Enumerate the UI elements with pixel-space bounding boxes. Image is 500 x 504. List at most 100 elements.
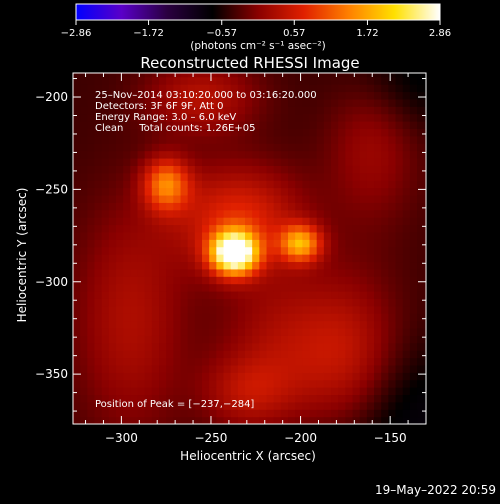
heatmap-cell (266, 73, 275, 78)
heatmap-cell (402, 268, 411, 277)
colorbar: −2.86 −1.72 −0.57 0.57 1.72 2.86 (photons cm⁻… (61, 3, 451, 52)
heatmap-cell (159, 364, 167, 373)
heatmap-cell (101, 342, 110, 351)
heatmap-cell (151, 298, 160, 307)
heatmap-cell (209, 91, 217, 100)
heatmap-cell (223, 113, 232, 122)
heatmap-cell (417, 98, 425, 107)
heatmap-cell (144, 224, 153, 233)
heatmap-cell (288, 290, 296, 299)
heatmap-cell (223, 84, 232, 93)
heatmap-cell (266, 379, 275, 388)
heatmap-cell (417, 187, 425, 196)
heatmap-cell (116, 217, 124, 226)
heatmap-cell (94, 231, 103, 240)
heatmap-cell (345, 320, 354, 329)
heatmap-cell (417, 150, 425, 159)
heatmap-cell (159, 261, 167, 270)
heatmap-cell (366, 202, 375, 211)
heatmap-cell (266, 394, 275, 403)
heatmap-cell (137, 128, 146, 137)
heatmap-cell (116, 372, 124, 381)
heatmap-cell (388, 283, 397, 292)
heatmap-cell (144, 327, 153, 336)
heatmap-cell (338, 261, 346, 270)
heatmap-cell (130, 113, 139, 122)
heatmap-cell (116, 357, 124, 366)
heatmap-cell (309, 350, 318, 359)
heatmap-cell (323, 217, 332, 226)
heatmap-cell (359, 194, 368, 203)
heatmap-cell (137, 135, 146, 144)
heatmap-cell (352, 98, 361, 107)
heatmap-cell (352, 209, 361, 218)
heatmap-cell (123, 128, 131, 137)
heatmap-cell (194, 157, 203, 166)
heatmap-cell (151, 157, 160, 166)
heatmap-cell (230, 84, 239, 93)
heatmap-cell (388, 224, 397, 233)
heatmap-cell (374, 327, 382, 336)
heatmap-cell (331, 320, 339, 329)
heatmap-cell (87, 261, 96, 270)
heatmap-cell (216, 76, 225, 85)
heatmap-cell (101, 409, 110, 418)
heatmap-cell (80, 106, 88, 115)
heatmap-cell (209, 106, 217, 115)
heatmap-cell (166, 357, 174, 366)
heatmap-cell (366, 276, 375, 285)
heatmap-cell (323, 106, 332, 115)
heatmap-cell (73, 202, 81, 211)
heatmap-cell (187, 313, 196, 322)
heatmap-cell (252, 401, 260, 410)
heatmap-cell (252, 180, 260, 189)
heatmap-cell (252, 231, 260, 240)
heatmap-cell (101, 394, 110, 403)
heatmap-cell (309, 416, 318, 424)
heatmap-cell (180, 305, 189, 314)
heatmap-cell (374, 172, 382, 181)
heatmap-cell (424, 180, 426, 189)
heatmap-cell (280, 91, 289, 100)
heatmap-cell (173, 327, 182, 336)
heatmap-cell (223, 364, 232, 373)
heatmap-cell (216, 320, 225, 329)
heatmap-cell (266, 342, 275, 351)
heatmap-cell (173, 217, 182, 226)
heatmap-cell (209, 209, 217, 218)
heatmap-cell (237, 372, 246, 381)
heatmap-cell (159, 180, 167, 189)
heatmap-cell (159, 91, 167, 100)
heatmap-cell (302, 143, 311, 152)
heatmap-cell (166, 290, 174, 299)
heatmap-cell (73, 194, 81, 203)
heatmap-cell (345, 239, 354, 248)
heatmap-cell (116, 298, 124, 307)
heatmap-cell (323, 283, 332, 292)
x-axis-ticks: −300 −250 −200 −150 (85, 73, 427, 445)
heatmap-cell (180, 364, 189, 373)
heatmap-cell (402, 202, 411, 211)
heatmap-cell (395, 128, 404, 137)
heatmap-cell (94, 387, 103, 396)
heatmap-cell (302, 416, 311, 424)
heatmap-cell (388, 209, 397, 218)
heatmap-cell (424, 73, 426, 78)
heatmap-cell (209, 135, 217, 144)
heatmap-cell (309, 364, 318, 373)
heatmap-cell (338, 180, 346, 189)
heatmap-cell (266, 165, 275, 174)
heatmap-cell (194, 135, 203, 144)
heatmap-cell (209, 364, 217, 373)
heatmap-cell (237, 290, 246, 299)
heatmap-cell (309, 209, 318, 218)
heatmap-cell (159, 416, 167, 424)
heatmap-cell (180, 261, 189, 270)
heatmap-cell (151, 180, 160, 189)
heatmap-cell (80, 121, 88, 130)
heatmap-cell (137, 202, 146, 211)
heatmap-cell (352, 327, 361, 336)
heatmap-cell (280, 409, 289, 418)
heatmap-cell (252, 416, 260, 424)
heatmap-cell (223, 320, 232, 329)
